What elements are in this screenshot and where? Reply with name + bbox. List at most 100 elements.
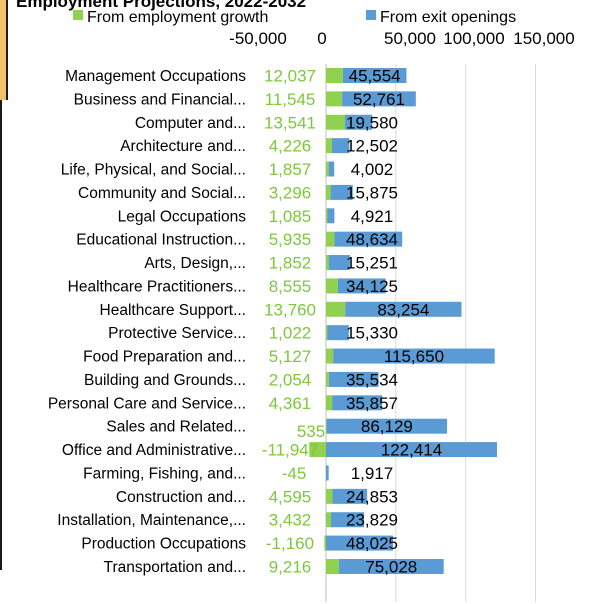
bar-employment-growth (326, 301, 346, 317)
category-label: Healthcare Practitioners... (68, 278, 246, 295)
bar-employment-growth (326, 184, 331, 200)
bar-exit-openings (342, 91, 416, 107)
data-label-exit-openings: 1,917 (351, 464, 394, 483)
data-label-exit-openings: 24,853 (346, 487, 398, 506)
data-label-employment-growth: 13,541 (264, 113, 316, 132)
data-label-employment-growth: 1,022 (269, 324, 312, 343)
bar-employment-growth (326, 371, 329, 387)
data-label-employment-growth: 1,857 (269, 160, 312, 179)
data-label-employment-growth: 3,432 (269, 511, 312, 530)
bar-exit-openings (344, 114, 373, 130)
x-tick-label: -50,000 (229, 29, 287, 48)
data-label-employment-growth: 5,935 (269, 230, 312, 249)
category-label: Architecture and... (120, 138, 246, 155)
data-label-exit-openings: 23,829 (346, 511, 398, 530)
data-label-employment-growth: -1,160 (266, 534, 314, 553)
data-label-exit-openings: 35,857 (346, 394, 398, 413)
data-label-exit-openings: 86,129 (361, 417, 413, 436)
data-label-employment-growth: -45 (282, 464, 307, 483)
bar-employment-growth (326, 68, 343, 83)
x-axis-ticks: -50,000 0 50,000 100,000 150,000 (229, 29, 575, 48)
window-frame-border (0, 100, 2, 570)
bar-employment-growth (326, 278, 338, 294)
category-labels: Management Occupations Business and Finan… (48, 68, 246, 576)
bar-exit-openings (342, 68, 407, 83)
data-label-exit-openings: 52,761 (353, 90, 405, 109)
category-label: Food Preparation and... (83, 349, 246, 366)
bar-exit-openings (328, 371, 379, 387)
category-label: Production Occupations (81, 536, 246, 553)
data-label-exit-openings: 15,330 (346, 324, 398, 343)
legend-swatch-employment-growth (73, 10, 83, 20)
data-label-exit-openings: 115,650 (384, 347, 444, 366)
bar-exit-openings (338, 558, 444, 574)
data-label-employment-growth: -11,947 (262, 441, 318, 460)
data-label-employment-growth: 8,555 (269, 277, 312, 296)
data-label-exit-openings: 4,921 (351, 207, 394, 226)
data-label-exit-openings: 75,028 (365, 557, 417, 576)
category-label: Office and Administrative... (62, 442, 246, 459)
bar-employment-growth (326, 231, 335, 247)
legend-label-employment-growth: From employment growth (87, 9, 268, 26)
category-label: Computer and... (135, 115, 246, 132)
data-label-employment-growth: 12,037 (264, 67, 316, 86)
bar-employment-growth (309, 442, 326, 458)
category-label: Management Occupations (65, 68, 246, 85)
bar-employment-growth (326, 348, 334, 364)
data-label-employment-growth: 5,127 (269, 347, 312, 366)
bar-employment-growth (326, 488, 333, 504)
category-label: Legal Occupations (118, 208, 247, 225)
data-label-exit-openings: 35,534 (346, 370, 398, 389)
data-label-exit-openings: 34,125 (346, 277, 398, 296)
bar-employment-growth (326, 208, 328, 224)
x-tick-label: 100,000 (443, 29, 504, 48)
category-label: Transportation and... (104, 559, 246, 576)
data-label-employment-growth: 1,085 (269, 207, 312, 226)
bar-employment-growth (326, 512, 331, 528)
category-label: Protective Service... (108, 325, 246, 342)
bar-exit-openings (332, 395, 383, 411)
bar-exit-openings (333, 348, 495, 364)
data-label-exit-openings: 45,554 (349, 67, 401, 86)
category-label: Installation, Maintenance,... (57, 512, 246, 529)
data-label-exit-openings: 48,025 (346, 534, 398, 553)
category-label: Personal Care and Service... (48, 395, 246, 412)
category-label: Arts, Design,... (144, 255, 246, 272)
x-tick-label: 50,000 (384, 29, 436, 48)
bar-exit-openings (327, 325, 349, 341)
data-label-employment-growth: 11,545 (265, 90, 316, 109)
bar-exit-openings (326, 442, 497, 458)
bar-exit-openings (327, 208, 335, 224)
category-label: Building and Grounds... (84, 372, 246, 389)
category-label: Farming, Fishing, and... (83, 465, 246, 482)
data-label-exit-openings: 48,634 (346, 230, 398, 249)
category-label: Construction and... (116, 489, 246, 506)
x-tick-label: 0 (317, 29, 326, 48)
chart-title: Employment Projections, 2022-2032 (16, 0, 306, 11)
window-frame-edge (0, 0, 8, 100)
data-label-employment-growth: 13,760 (264, 300, 316, 319)
data-label-employment-growth: 1,852 (269, 254, 312, 273)
bar-exit-openings (328, 255, 350, 271)
bar-employment-growth (326, 255, 329, 271)
data-label-employment-growth: 2,054 (269, 370, 312, 389)
bar-exit-openings (334, 231, 403, 247)
bar-exit-openings (332, 488, 368, 504)
bar-employment-growth (324, 535, 326, 551)
bar-exit-openings (330, 512, 365, 528)
data-label-employment-growth: 9,216 (269, 557, 312, 576)
data-label-exit-openings: 19,580 (346, 113, 398, 132)
bars (309, 68, 497, 574)
bar-exit-openings (326, 465, 329, 481)
bar-exit-openings (326, 535, 394, 551)
bar-employment-growth (326, 138, 332, 154)
bar-employment-growth (326, 161, 329, 177)
data-label-employment-growth: 3,296 (269, 183, 312, 202)
bar-employment-growth (326, 558, 339, 574)
category-label: Educational Instruction... (76, 232, 246, 249)
data-labels: 12,037 45,554 11,545 52,761 13,541 19,580 4,22… (262, 67, 444, 577)
category-label: Community and Social... (78, 185, 246, 202)
bar-exit-openings (337, 278, 386, 294)
legend-swatch-exit-openings (366, 10, 376, 20)
